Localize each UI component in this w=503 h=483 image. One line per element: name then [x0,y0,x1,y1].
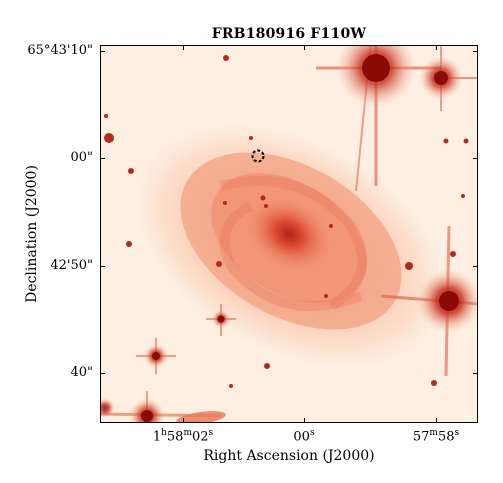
x-tick-label: 00s [293,428,315,445]
galaxy-image [101,46,477,422]
y-tick-1 [100,51,105,52]
star-mid-lower [206,304,236,336]
bright-star-right [380,225,477,377]
x-tick-t1 [183,45,184,50]
field-sources [104,55,469,388]
y-tick-label: 40" [70,365,93,380]
y-tick-r3 [473,266,478,267]
x-tick-label: 1h58m02s [152,428,214,445]
y-tick-label: 65°43'10" [27,43,93,58]
y-tick-label: 00" [70,150,93,165]
star-top-right [419,46,477,111]
y-tick-4 [100,373,105,374]
y-tick-r1 [473,51,478,52]
image-panel [100,45,478,423]
y-tick-r2 [473,158,478,159]
x-axis-title: Right Ascension (J2000) [203,448,375,464]
x-tick-label: 57m58s [412,428,460,445]
y-tick-r4 [473,373,478,374]
y-tick-2 [100,158,105,159]
x-tick-1 [183,418,184,423]
star-left-mid [136,338,176,374]
galaxy-core [246,196,332,272]
y-tick-3 [100,266,105,267]
y-tick-label: 42'50" [50,258,93,273]
x-tick-3 [436,418,437,423]
background-galaxy [176,411,226,422]
y-axis-title: Declination (J2000) [24,165,40,303]
x-tick-t3 [436,45,437,50]
x-tick-2 [304,418,305,423]
figure-title: FRB180916 F110W [211,26,367,42]
frb-marker [251,149,265,163]
x-tick-t2 [304,45,305,50]
bright-star-top [316,46,441,192]
